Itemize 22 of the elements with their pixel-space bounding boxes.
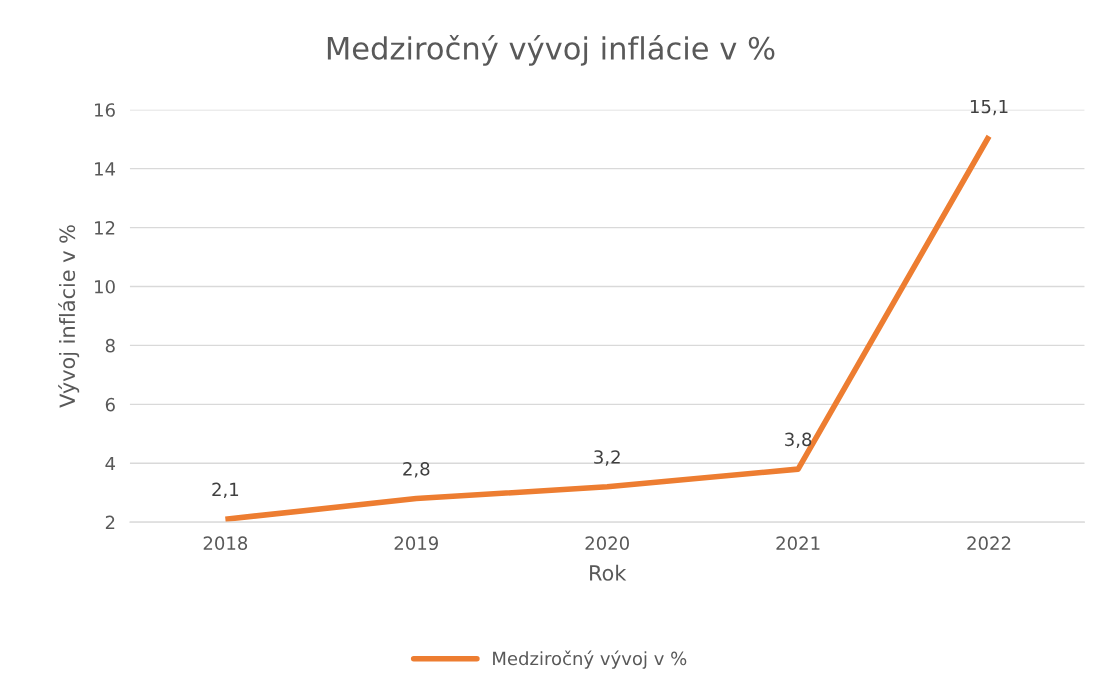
y-tick-label: 8 <box>105 338 115 353</box>
data-label: 15,1 <box>970 99 1008 116</box>
legend-label: Medziročný vývoj v % <box>493 650 687 669</box>
y-tick-label: 14 <box>95 162 116 176</box>
y-tick-label: 16 <box>95 103 115 117</box>
data-label: 3,8 <box>785 432 812 449</box>
x-tick-label: 2022 <box>967 536 1011 551</box>
x-tick-label: 2020 <box>585 536 629 551</box>
y-tick-label: 4 <box>105 456 116 471</box>
x-tick-label: 2018 <box>203 536 248 551</box>
chart-title: Medziročný vývoj inflácie v % <box>327 34 775 66</box>
data-label: 3,2 <box>594 450 620 466</box>
y-tick-label: 2 <box>105 515 115 530</box>
x-axis-title: Rok <box>590 564 627 581</box>
data-label: 2,8 <box>403 461 430 478</box>
x-tick-label: 2019 <box>394 536 438 551</box>
y-tick-label: 10 <box>95 279 115 294</box>
y-tick-label: 6 <box>105 397 115 412</box>
data-label: 2,1 <box>212 482 239 499</box>
x-tick-label: 2021 <box>776 536 820 551</box>
y-axis-title: Vývoj inflácie v % <box>58 225 80 408</box>
y-tick-label: 12 <box>95 221 115 235</box>
